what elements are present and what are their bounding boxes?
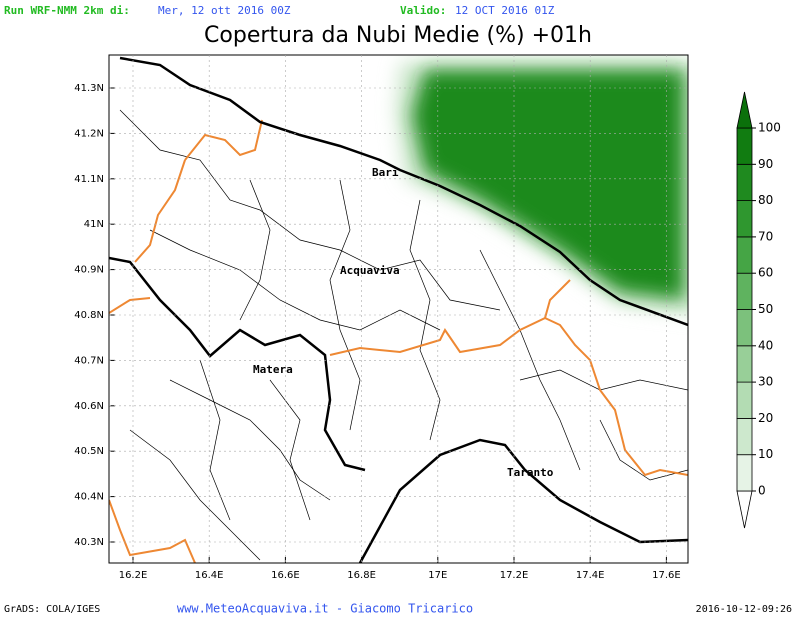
colorbar-label: 20 [758, 411, 773, 425]
lat-tick-label: 40.7N [74, 355, 104, 366]
colorbar-segment [736, 345, 753, 383]
lat-tick-label: 40.9N [74, 265, 104, 276]
colorbar-label: 10 [758, 447, 773, 461]
lat-tick-label: 41.3N [74, 83, 104, 94]
cloud-cover [412, 70, 684, 300]
lat-tick-label: 41N [84, 219, 104, 230]
title: Copertura da Nubi Medie (%) +01h [204, 23, 592, 48]
municipal-borders [119, 109, 688, 561]
lon-tick-label: 16.6E [271, 570, 300, 581]
lat-tick-label: 40.5N [74, 446, 104, 457]
ticks: 16.2E 16.4E 16.6E 16.8E 17E 17.2E 17.4E 17.6E 41… [74, 55, 688, 581]
colorbar-segment [736, 236, 753, 274]
colorbar-under [736, 490, 753, 529]
colorbar-segment [736, 454, 753, 492]
lat-tick-label: 40.4N [74, 492, 104, 503]
colorbar-label: 0 [758, 484, 766, 498]
regional-borders [109, 119, 688, 563]
colorbar-segment [736, 200, 753, 238]
footer-center: www.MeteoAcquaviva.it - Giacomo Tricaric… [177, 602, 473, 616]
colorbar-label: 40 [758, 338, 773, 352]
colorbar-label: 90 [758, 157, 773, 171]
lat-tick-label: 41.2N [74, 128, 104, 139]
colorbar-segment [736, 417, 753, 456]
lon-tick-label: 16.4E [195, 570, 224, 581]
city-label: Bari [372, 166, 399, 179]
colorbar-label: 60 [758, 266, 773, 280]
lat-tick-label: 40.6N [74, 401, 104, 412]
run-label: Run WRF-NMM 2km di: [4, 4, 130, 17]
map-frame [108, 54, 689, 564]
valid-label: Valido: [400, 4, 446, 17]
lon-tick-label: 17.6E [652, 570, 681, 581]
colorbar-segment [736, 127, 753, 165]
colorbar-segment [736, 381, 753, 419]
colorbar-segment [736, 309, 753, 347]
lon-tick-label: 17.4E [576, 570, 605, 581]
lon-tick-label: 17E [428, 570, 447, 581]
colorbar-label: 30 [758, 375, 773, 389]
coastline [109, 56, 688, 563]
footer-right: 2016-10-12-09:26 [696, 604, 792, 615]
colorbar-label: 50 [758, 302, 773, 316]
lat-tick-label: 40.8N [74, 310, 104, 321]
lon-tick-label: 17.2E [500, 570, 529, 581]
valid-date: 12 OCT 2016 01Z [455, 4, 555, 17]
colorbar-label: 80 [758, 193, 773, 207]
colorbar: 0 10 20 30 40 50 60 70 80 90 100 [736, 91, 781, 529]
footer-left: GrADS: COLA/IGES [4, 604, 100, 615]
lon-tick-label: 16.8E [347, 570, 376, 581]
city-label: Acquaviva [340, 264, 400, 277]
colorbar-segment [736, 163, 753, 202]
city-label: Matera [253, 363, 293, 376]
map-area [109, 55, 688, 563]
colorbar-label: 70 [758, 229, 773, 243]
city-label: Taranto [507, 466, 554, 479]
lat-tick-label: 40.3N [74, 537, 104, 548]
lon-tick-label: 16.2E [119, 570, 148, 581]
lat-tick-label: 41.1N [74, 174, 104, 185]
colorbar-label: 100 [758, 121, 781, 135]
cities: Bari Acquaviva Matera Taranto [253, 166, 554, 479]
run-date: Mer, 12 ott 2016 00Z [158, 4, 291, 17]
colorbar-over [736, 91, 753, 129]
colorbar-segment [736, 272, 753, 310]
